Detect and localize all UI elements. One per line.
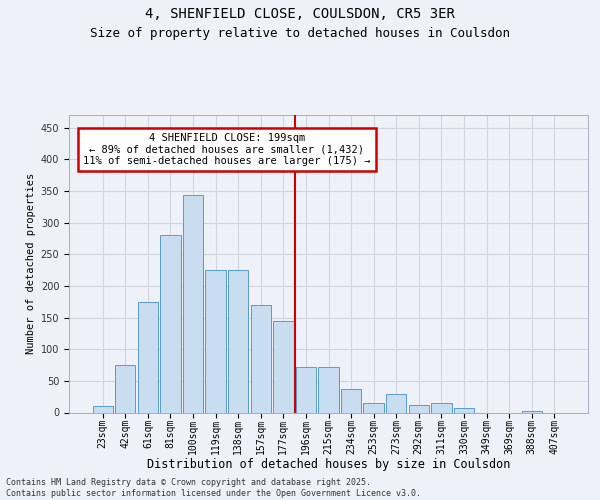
Bar (115, 365, 136, 412)
Bar (228, 270, 248, 412)
Bar (386, 394, 406, 412)
Text: 4 SHENFIELD CLOSE: 199sqm
← 89% of detached houses are smaller (1,432)
11% of se: 4 SHENFIELD CLOSE: 199sqm ← 89% of detac… (83, 132, 371, 166)
Bar (205, 270, 226, 412)
Bar (319, 367, 338, 412)
Text: Contains HM Land Registry data © Crown copyright and database right 2025.
Contai: Contains HM Land Registry data © Crown c… (6, 478, 421, 498)
Bar (183, 196, 203, 412)
Bar (454, 408, 474, 412)
X-axis label: Distribution of detached houses by size in Coulsdon: Distribution of detached houses by size … (147, 458, 510, 471)
Bar (138, 302, 158, 412)
Bar (296, 367, 316, 412)
Bar (364, 403, 384, 412)
Text: Size of property relative to detached houses in Coulsdon: Size of property relative to detached ho… (90, 28, 510, 40)
Bar (521, 411, 542, 412)
Bar (341, 389, 361, 412)
Text: 4, SHENFIELD CLOSE, COULSDON, CR5 3ER: 4, SHENFIELD CLOSE, COULSDON, CR5 3ER (145, 8, 455, 22)
Y-axis label: Number of detached properties: Number of detached properties (26, 173, 37, 354)
Bar (273, 320, 293, 412)
Bar (431, 403, 452, 412)
Bar (251, 305, 271, 412)
Bar (92, 406, 113, 412)
Bar (409, 405, 429, 412)
Bar (160, 236, 181, 412)
